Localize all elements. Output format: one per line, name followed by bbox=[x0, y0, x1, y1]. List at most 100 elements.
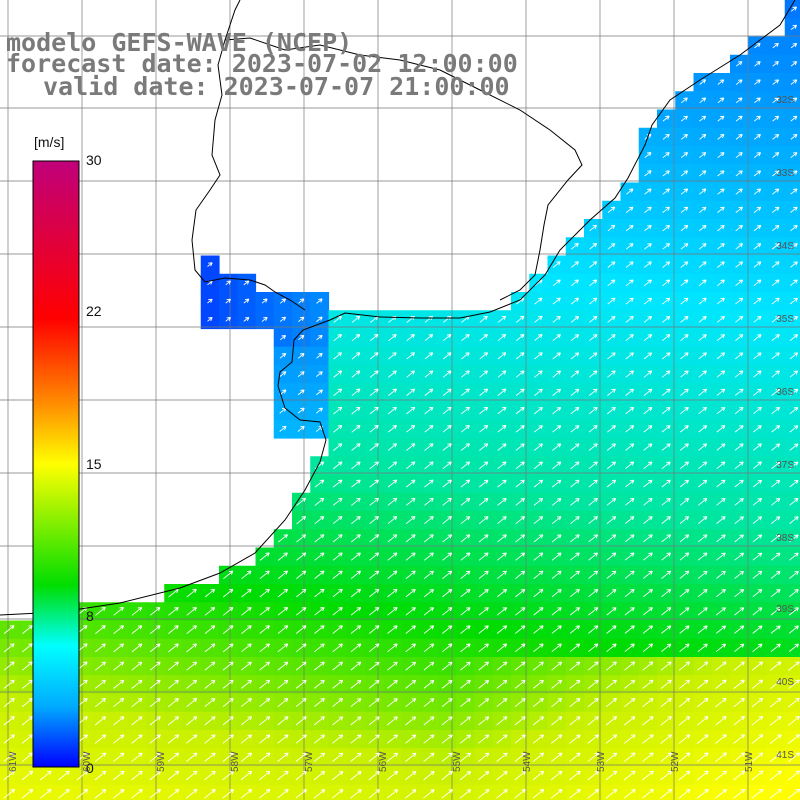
wind-arrow bbox=[533, 534, 544, 543]
wind-arrow bbox=[478, 789, 490, 799]
wind-arrow bbox=[497, 443, 507, 451]
wind-arrow bbox=[753, 315, 762, 323]
wind-arrow bbox=[605, 789, 618, 799]
wind-arrow bbox=[3, 770, 16, 781]
wind-arrow bbox=[771, 388, 780, 396]
wind-arrow bbox=[735, 315, 744, 323]
wind-arrow bbox=[350, 570, 362, 579]
wind-arrow bbox=[569, 625, 581, 634]
wind-arrow bbox=[22, 625, 33, 634]
wind-arrow bbox=[605, 679, 617, 689]
wind-arrow bbox=[698, 406, 708, 415]
wind-arrow bbox=[570, 279, 579, 287]
wind-arrow bbox=[314, 643, 325, 653]
wind-cell bbox=[456, 784, 476, 800]
wind-arrow bbox=[516, 334, 525, 342]
wind-arrow bbox=[95, 661, 106, 671]
wind-arrow bbox=[58, 770, 70, 781]
wind-arrow bbox=[789, 461, 799, 470]
wind-vector-arrows bbox=[3, 6, 800, 799]
wind-cell bbox=[292, 529, 311, 549]
wind-arrow bbox=[478, 643, 489, 653]
wind-arrow bbox=[753, 388, 762, 396]
wind-arrow bbox=[497, 570, 507, 579]
wind-arrow bbox=[405, 534, 416, 543]
wind-cell bbox=[784, 602, 800, 622]
wind-arrow bbox=[277, 716, 289, 726]
wind-arrow bbox=[149, 679, 161, 689]
wind-arrow bbox=[112, 789, 125, 799]
wind-arrow bbox=[625, 479, 635, 488]
wind-arrow bbox=[351, 497, 361, 506]
wind-arrow bbox=[441, 679, 453, 689]
wind-arrow bbox=[716, 516, 726, 524]
wind-arrow bbox=[607, 352, 616, 360]
wind-arrow bbox=[716, 334, 726, 341]
wind-arrow bbox=[515, 552, 526, 561]
wind-arrow bbox=[388, 352, 397, 360]
wind-cell bbox=[584, 602, 603, 622]
wind-arrow bbox=[351, 315, 361, 323]
wind-arrow bbox=[241, 679, 252, 689]
wind-arrow bbox=[223, 588, 234, 598]
wind-arrow bbox=[369, 552, 380, 561]
wind-arrow bbox=[716, 497, 726, 506]
wind-arrow bbox=[754, 133, 761, 140]
wind-arrow bbox=[588, 534, 599, 543]
wind-arrow bbox=[3, 788, 16, 799]
wind-arrow bbox=[751, 770, 764, 781]
wind-arrow bbox=[625, 297, 634, 305]
wind-arrow bbox=[551, 570, 562, 579]
wind-cell bbox=[200, 292, 220, 311]
wind-arrow bbox=[552, 425, 562, 433]
wind-cell bbox=[182, 730, 202, 749]
wind-arrow bbox=[733, 716, 746, 726]
wind-cell bbox=[383, 584, 403, 603]
wind-arrow bbox=[680, 406, 689, 415]
wind-arrow bbox=[624, 697, 636, 708]
wind-cell bbox=[529, 693, 549, 713]
colorbar-tick: 8 bbox=[86, 608, 94, 624]
wind-arrow bbox=[3, 643, 15, 653]
wind-arrow bbox=[3, 679, 15, 689]
wind-cell bbox=[602, 529, 622, 549]
wind-cell bbox=[602, 620, 622, 640]
wind-arrow bbox=[716, 315, 726, 323]
wind-arrow bbox=[94, 770, 107, 781]
wind-arrow bbox=[772, 115, 780, 122]
wind-cell bbox=[748, 784, 768, 800]
wind-arrow bbox=[624, 552, 635, 561]
wind-arrow bbox=[277, 698, 289, 708]
wind-arrow bbox=[259, 770, 271, 781]
wind-arrow bbox=[643, 315, 653, 323]
wind-arrow bbox=[222, 698, 234, 708]
lon-label: 58W bbox=[230, 751, 241, 772]
wind-arrow bbox=[588, 570, 599, 579]
wind-arrow bbox=[186, 752, 198, 762]
wind-arrow bbox=[243, 298, 250, 304]
wind-arrow bbox=[478, 497, 489, 506]
wind-arrow bbox=[478, 570, 489, 579]
wind-cell bbox=[602, 693, 622, 713]
wind-cell bbox=[602, 565, 622, 585]
wind-cell bbox=[784, 18, 800, 38]
wind-arrow bbox=[624, 625, 635, 634]
wind-cell bbox=[237, 292, 257, 311]
wind-arrow bbox=[424, 479, 434, 488]
wind-arrow bbox=[313, 716, 325, 726]
wind-arrow bbox=[607, 425, 616, 433]
wind-arrow bbox=[570, 516, 580, 525]
wind-arrow bbox=[661, 534, 672, 543]
wind-arrow bbox=[699, 79, 707, 85]
wind-arrow bbox=[716, 443, 726, 451]
wind-arrow bbox=[588, 461, 598, 470]
wind-arrow bbox=[643, 479, 653, 488]
wind-cell bbox=[492, 784, 512, 800]
wind-cell bbox=[784, 565, 800, 585]
wind-arrow bbox=[185, 789, 198, 799]
lat-label: 40S bbox=[776, 677, 794, 688]
wind-arrow bbox=[680, 224, 689, 232]
wind-arrow bbox=[515, 388, 525, 396]
wind-arrow bbox=[460, 570, 471, 579]
lon-label: 53W bbox=[596, 751, 607, 772]
